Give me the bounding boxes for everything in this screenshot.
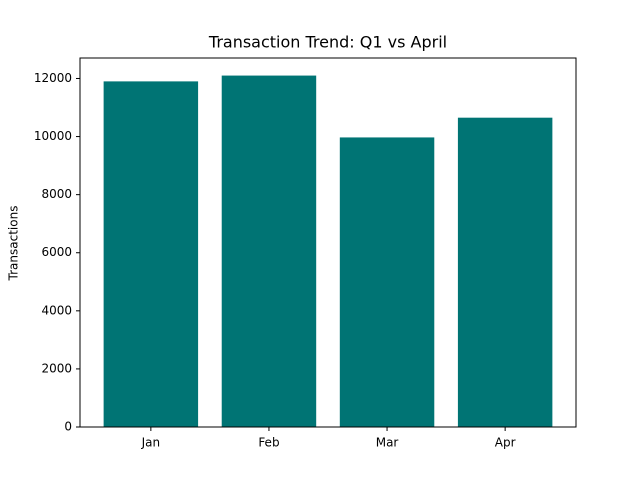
x-tick-label: Mar: [376, 436, 399, 450]
x-tick-label: Apr: [495, 436, 516, 450]
y-tick-label: 8000: [41, 187, 72, 201]
y-tick-label: 0: [64, 420, 72, 434]
y-tick-label: 6000: [41, 245, 72, 259]
x-tick-label: Feb: [258, 436, 279, 450]
y-tick-label: 2000: [41, 361, 72, 375]
y-axis-label: Transactions: [7, 206, 21, 282]
bar: [221, 75, 317, 428]
bar: [457, 117, 553, 428]
bar: [339, 137, 435, 427]
plot-frame: [79, 57, 577, 428]
y-tick-label: 10000: [34, 129, 72, 143]
y-tick-label: 12000: [34, 71, 72, 85]
bar: [103, 81, 199, 428]
chart-title: Transaction Trend: Q1 vs April: [208, 33, 447, 52]
y-tick-label: 4000: [41, 303, 72, 317]
x-tick-label: Jan: [141, 436, 161, 450]
